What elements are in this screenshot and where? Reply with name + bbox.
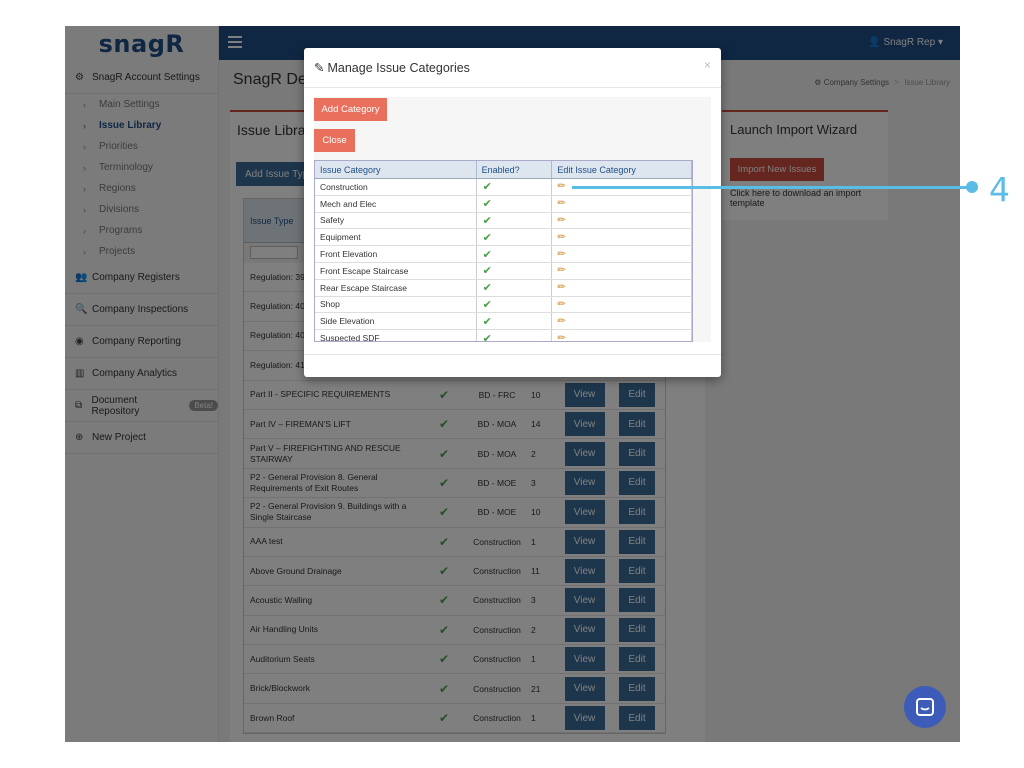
modal-title-text: Manage Issue Categories — [327, 61, 470, 75]
category-row: Equipment ✔ ✏ — [315, 229, 692, 247]
category-row: Side Elevation ✔ ✏ — [315, 313, 692, 331]
category-name: Shop — [315, 296, 477, 313]
chat-icon — [916, 698, 934, 716]
category-table: Issue Category Enabled? Edit Issue Categ… — [314, 160, 693, 342]
category-name: Front Elevation — [315, 246, 477, 262]
col-enabled[interactable]: Enabled? — [477, 161, 553, 178]
add-category-button[interactable]: Add Category — [314, 98, 387, 121]
enabled-check-icon[interactable]: ✔ — [477, 212, 553, 229]
callout-line — [572, 186, 974, 189]
category-name: Construction — [315, 179, 477, 195]
category-name: Equipment — [315, 229, 477, 246]
edit-pencil-icon[interactable]: ✏ — [552, 229, 692, 246]
enabled-check-icon[interactable]: ✔ — [477, 195, 553, 212]
category-row: Mech and Elec ✔ ✏ — [315, 195, 692, 213]
chat-launcher-button[interactable] — [904, 686, 946, 728]
callout-number: 4 — [989, 170, 1010, 209]
edit-pencil-icon[interactable]: ✏ — [552, 279, 692, 296]
edit-pencil-icon[interactable]: ✏ — [552, 246, 692, 262]
manage-categories-modal: ✎ Manage Issue Categories × Add Category … — [304, 48, 721, 377]
col-edit-category[interactable]: Edit Issue Category — [552, 161, 692, 178]
edit-pencil-icon[interactable]: ✏ — [552, 262, 692, 279]
modal-body: Add Category Close Issue Category Enable… — [314, 97, 711, 342]
category-row: Suspected SDF ✔ ✏ — [315, 330, 692, 341]
category-name: Rear Escape Staircase — [315, 279, 477, 296]
edit-icon: ✎ — [314, 61, 325, 75]
modal-header: ✎ Manage Issue Categories × — [304, 48, 721, 88]
category-name: Mech and Elec — [315, 195, 477, 212]
enabled-check-icon[interactable]: ✔ — [477, 313, 553, 330]
category-name: Front Escape Staircase — [315, 262, 477, 279]
close-button[interactable]: Close — [314, 129, 355, 152]
category-name: Suspected SDF — [315, 330, 477, 341]
modal-footer — [304, 354, 721, 355]
enabled-check-icon[interactable]: ✔ — [477, 296, 553, 313]
enabled-check-icon[interactable]: ✔ — [477, 330, 553, 341]
category-row: Front Elevation ✔ ✏ — [315, 246, 692, 263]
close-icon[interactable]: × — [703, 58, 711, 72]
edit-pencil-icon[interactable]: ✏ — [552, 313, 692, 330]
category-row: Front Escape Staircase ✔ ✏ — [315, 262, 692, 280]
modal-title: ✎ Manage Issue Categories — [314, 60, 470, 75]
enabled-check-icon[interactable]: ✔ — [477, 179, 553, 195]
edit-pencil-icon[interactable]: ✏ — [552, 195, 692, 212]
callout-dot — [966, 181, 978, 193]
col-issue-category[interactable]: Issue Category — [315, 161, 477, 178]
enabled-check-icon[interactable]: ✔ — [477, 229, 553, 246]
edit-pencil-icon[interactable]: ✏ — [552, 296, 692, 313]
category-name: Side Elevation — [315, 313, 477, 330]
enabled-check-icon[interactable]: ✔ — [477, 246, 553, 262]
edit-pencil-icon[interactable]: ✏ — [552, 330, 692, 341]
edit-pencil-icon[interactable]: ✏ — [552, 212, 692, 229]
enabled-check-icon[interactable]: ✔ — [477, 279, 553, 296]
category-row: Safety ✔ ✏ — [315, 212, 692, 230]
category-row: Rear Escape Staircase ✔ ✏ — [315, 279, 692, 297]
category-row: Shop ✔ ✏ — [315, 296, 692, 314]
category-name: Safety — [315, 212, 477, 229]
category-table-header: Issue Category Enabled? Edit Issue Categ… — [315, 161, 692, 179]
enabled-check-icon[interactable]: ✔ — [477, 262, 553, 279]
category-rows: Construction ✔ ✏ Mech and Elec ✔ ✏ Safety ✔ ✏ Equ… — [315, 179, 692, 341]
